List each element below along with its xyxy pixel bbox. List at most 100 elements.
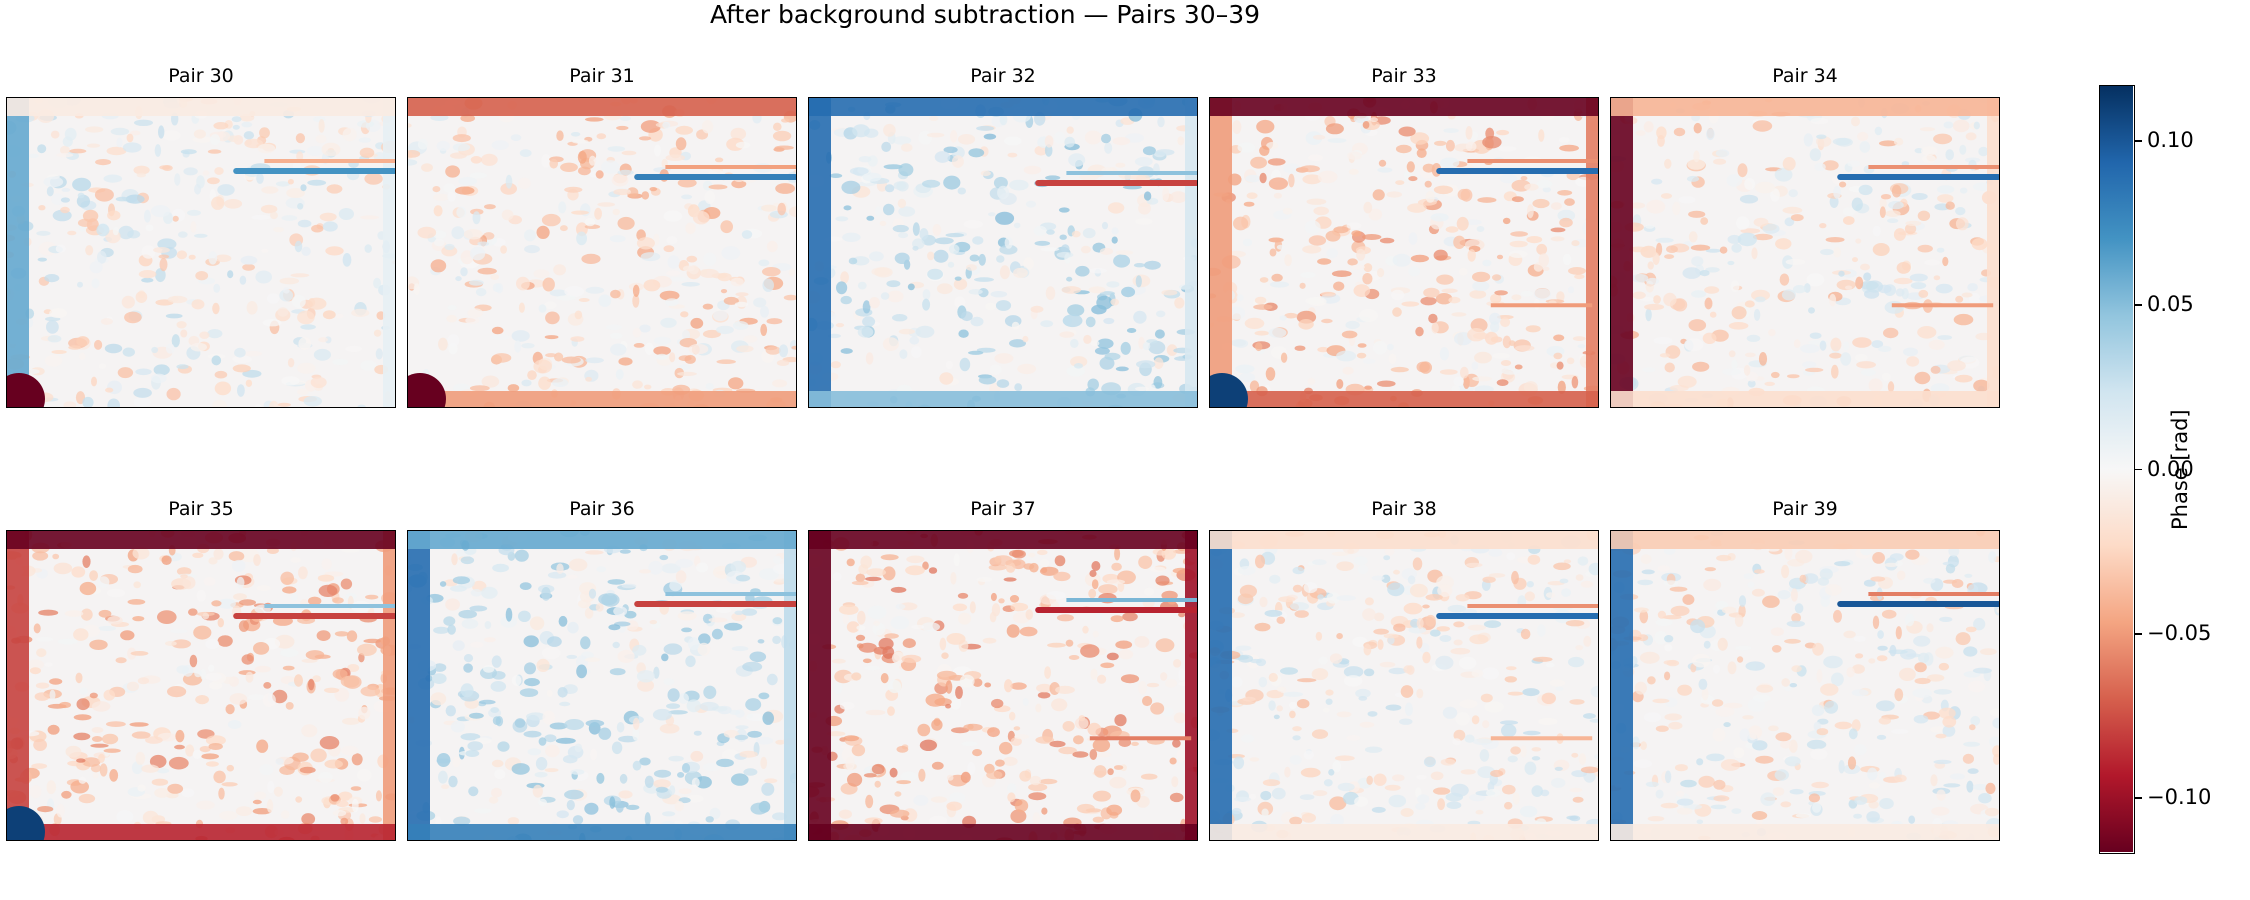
noise-speckle: [1341, 330, 1358, 339]
noise-speckle: [911, 624, 925, 630]
noise-speckle: [1423, 287, 1440, 298]
noise-speckle: [1007, 783, 1017, 794]
noise-speckle: [318, 337, 328, 343]
noise-speckle: [76, 698, 90, 711]
noise-speckle: [1852, 257, 1858, 263]
noise-speckle: [1456, 216, 1469, 231]
noise-speckle: [533, 359, 552, 374]
noise-speckle: [505, 174, 513, 189]
noise-speckle: [667, 688, 680, 702]
noise-speckle: [608, 624, 621, 631]
noise-speckle: [1945, 201, 1955, 210]
noise-speckle: [830, 361, 841, 369]
noise-speckle: [213, 122, 229, 130]
noise-speckle: [1967, 768, 1979, 774]
noise-speckle: [1292, 566, 1305, 575]
noise-speckle: [1299, 282, 1306, 289]
noise-speckle: [96, 223, 110, 237]
noise-speckle: [155, 268, 166, 283]
noise-speckle: [191, 299, 205, 310]
noise-speckle: [881, 141, 892, 152]
noise-speckle: [1510, 746, 1521, 755]
noise-speckle: [1074, 363, 1083, 369]
noise-speckle: [290, 557, 301, 563]
noise-speckle: [1712, 728, 1726, 742]
noise-speckle: [1945, 563, 1956, 574]
noise-speckle: [524, 245, 540, 254]
noise-speckle: [245, 139, 252, 146]
noise-speckle: [1366, 775, 1373, 785]
noise-speckle: [773, 555, 782, 564]
noise-speckle: [157, 238, 177, 250]
noise-speckle: [46, 320, 59, 334]
noise-speckle: [677, 178, 697, 188]
noise-speckle: [518, 177, 531, 189]
noise-speckle: [996, 379, 1010, 388]
noise-speckle: [116, 137, 123, 148]
noise-speckle: [279, 277, 300, 285]
noise-speckle: [1686, 175, 1700, 182]
noise-speckle: [1933, 759, 1952, 765]
noise-speckle: [1407, 575, 1416, 585]
noise-speckle: [193, 129, 206, 139]
noise-speckle: [1810, 117, 1829, 125]
noise-speckle: [1496, 379, 1509, 386]
noise-speckle: [653, 346, 671, 356]
noise-speckle: [1793, 339, 1801, 348]
noise-speckle: [688, 343, 709, 355]
noise-speckle: [846, 621, 860, 633]
noise-speckle: [597, 202, 615, 207]
noise-speckle: [1904, 613, 1915, 627]
noise-speckle: [1353, 114, 1369, 124]
noise-speckle: [1482, 136, 1502, 149]
noise-speckle: [1450, 783, 1469, 797]
noise-speckle: [612, 641, 620, 649]
noise-speckle: [133, 165, 150, 175]
noise-speckle: [190, 342, 207, 352]
noise-speckle: [1832, 137, 1851, 146]
noise-speckle: [929, 115, 939, 121]
noise-speckle: [297, 310, 315, 325]
noise-speckle: [936, 670, 957, 681]
noise-speckle: [1097, 674, 1107, 684]
panel-title: Pair 30: [168, 65, 234, 87]
noise-speckle: [213, 283, 221, 293]
noise-speckle: [518, 302, 525, 313]
noise-speckle: [242, 263, 256, 271]
noise-speckle: [1100, 662, 1115, 669]
noise-speckle: [1135, 275, 1142, 288]
noise-speckle: [1901, 161, 1910, 167]
noise-speckle: [1937, 335, 1953, 340]
noise-speckle: [1852, 337, 1872, 348]
noise-speckle: [1329, 653, 1343, 664]
noise-speckle: [203, 576, 216, 586]
noise-speckle: [545, 311, 560, 325]
edge-band-bottom: [7, 824, 395, 840]
noise-speckle: [1829, 195, 1839, 208]
noise-speckle: [1971, 238, 1988, 251]
noise-speckle: [1496, 129, 1510, 136]
noise-speckle: [1387, 343, 1394, 351]
noise-speckle: [325, 246, 344, 256]
noise-speckle: [856, 625, 866, 631]
noise-speckle: [256, 739, 269, 753]
noise-speckle: [1061, 286, 1082, 294]
noise-speckle: [468, 786, 479, 797]
noise-speckle: [968, 350, 984, 355]
noise-speckle: [1676, 798, 1694, 806]
noise-speckle: [1112, 137, 1131, 146]
noise-speckle: [514, 340, 522, 353]
noise-speckle: [351, 798, 359, 813]
noise-speckle: [968, 289, 983, 295]
noise-speckle: [1664, 644, 1673, 652]
noise-speckle: [1511, 570, 1519, 585]
noise-speckle: [104, 343, 123, 354]
noise-speckle: [547, 571, 567, 579]
noise-speckle: [1173, 712, 1187, 724]
noise-speckle: [666, 703, 681, 709]
noise-speckle: [929, 815, 948, 826]
noise-speckle: [695, 776, 712, 789]
noise-speckle: [1698, 775, 1715, 788]
noise-speckle: [1792, 285, 1807, 294]
noise-speckle: [588, 588, 597, 599]
